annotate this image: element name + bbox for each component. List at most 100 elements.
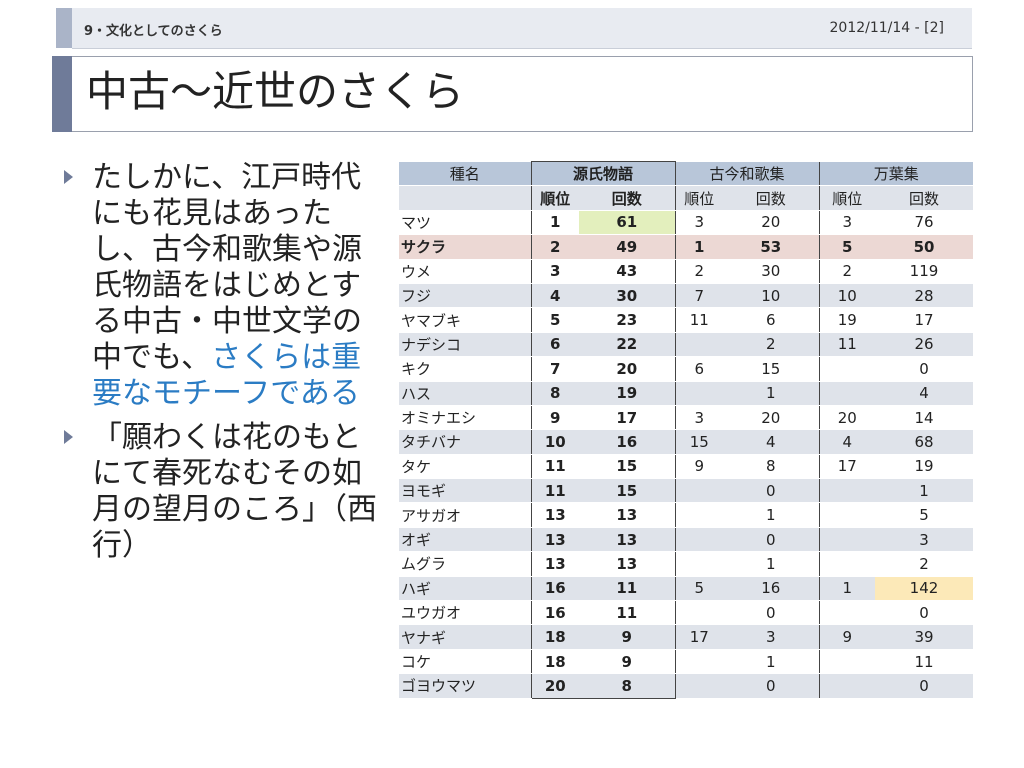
genji-rank: 16	[530, 600, 579, 626]
kokin-count: 0	[723, 527, 820, 553]
genji-count: 61	[579, 210, 676, 236]
manyo-count: 11	[875, 649, 973, 675]
manyo-rank: 2	[819, 259, 875, 284]
genji-rank: 11	[530, 478, 579, 504]
kokin-count: 53	[723, 234, 820, 260]
kokin-rank: 17	[675, 624, 723, 650]
genji-rank: 8	[530, 381, 579, 406]
manyo-rank: 17	[819, 454, 875, 480]
genji-rank: 4	[530, 283, 579, 309]
table-row: ウメ 3 43 2 30 2 119	[399, 259, 973, 284]
sub-header-rank: 順位	[530, 185, 579, 211]
kokin-rank: 3	[675, 210, 723, 236]
manyo-rank	[819, 502, 875, 528]
kokin-count: 0	[723, 600, 820, 626]
genji-count: 23	[579, 307, 676, 333]
kokin-count: 1	[723, 649, 820, 675]
genji-count: 19	[579, 381, 676, 406]
species-name: ナデシコ	[399, 332, 531, 358]
manyo-rank	[819, 551, 875, 577]
manyo-rank	[819, 381, 875, 406]
manyo-rank	[819, 600, 875, 626]
table-row: フジ 4 30 7 10 10 28	[399, 283, 973, 309]
manyo-count: 0	[875, 356, 973, 382]
kokin-rank	[675, 502, 723, 528]
slide-date: 2012/11/14 - [2]	[829, 20, 944, 36]
manyo-rank: 3	[819, 210, 875, 236]
genji-rank: 5	[530, 307, 579, 333]
group-header-manyo: 万葉集	[819, 161, 973, 187]
genji-rank: 3	[530, 259, 579, 284]
manyo-count: 68	[875, 429, 973, 455]
manyo-rank	[819, 478, 875, 504]
genji-count: 11	[579, 576, 676, 602]
sub-header-count: 回数	[723, 185, 820, 211]
kokin-count: 1	[723, 381, 820, 406]
manyo-count: 17	[875, 307, 973, 333]
bullet-arrow-icon	[64, 430, 73, 444]
table-row: ハギ 16 11 5 16 1 142	[399, 576, 973, 602]
kokin-count: 2	[723, 332, 820, 358]
species-name: フジ	[399, 283, 531, 309]
manyo-rank	[819, 649, 875, 675]
kokin-count: 20	[723, 210, 820, 236]
species-name: タチバナ	[399, 429, 531, 455]
header-bar	[72, 8, 972, 49]
kokin-count: 6	[723, 307, 820, 333]
manyo-rank: 5	[819, 234, 875, 260]
table-row: キク 7 20 6 15 0	[399, 356, 973, 382]
kokin-rank: 9	[675, 454, 723, 480]
genji-count: 20	[579, 356, 676, 382]
sub-header-rank: 順位	[819, 185, 875, 211]
table-row: オギ 13 13 0 3	[399, 527, 973, 553]
table-row: ヤマブキ 5 23 11 6 19 17	[399, 307, 973, 333]
genji-rank: 10	[530, 429, 579, 455]
species-name: マツ	[399, 210, 531, 236]
bullet-arrow-icon	[64, 170, 73, 184]
bullet-list: たしかに、江戸時代にも花見はあったし、古今和歌集や源氏物語をはじめとする中古・中…	[60, 160, 380, 572]
genji-rank: 18	[530, 624, 579, 650]
genji-rank: 9	[530, 405, 579, 431]
genji-count: 13	[579, 527, 676, 553]
table-row: ナデシコ 6 22 2 11 26	[399, 332, 973, 358]
genji-count: 11	[579, 600, 676, 626]
slide-title: 中古～近世のさくら	[86, 67, 465, 116]
species-name: キク	[399, 356, 531, 382]
table-row: マツ 1 61 3 20 3 76	[399, 210, 973, 236]
section-label: 9・文化としてのさくら	[84, 24, 223, 39]
table-row: ヤナギ 18 9 17 3 9 39	[399, 624, 973, 650]
kokin-count: 1	[723, 551, 820, 577]
kokin-rank: 11	[675, 307, 723, 333]
species-name: ヨモギ	[399, 478, 531, 504]
genji-count: 13	[579, 551, 676, 577]
genji-count: 8	[579, 673, 676, 699]
table-group-header: 種名 源氏物語 古今和歌集 万葉集	[399, 160, 973, 187]
kokin-count: 8	[723, 454, 820, 480]
species-name: ヤナギ	[399, 624, 531, 650]
manyo-rank: 19	[819, 307, 875, 333]
genji-count: 13	[579, 502, 676, 528]
genji-rank: 11	[530, 454, 579, 480]
table-row: サクラ 2 49 1 53 5 50	[399, 234, 973, 260]
kokin-rank: 6	[675, 356, 723, 382]
species-name: サクラ	[399, 234, 531, 260]
manyo-count: 142	[875, 576, 973, 602]
manyo-rank: 1	[819, 576, 875, 602]
kokin-rank: 1	[675, 234, 723, 260]
genji-count: 16	[579, 429, 676, 455]
manyo-count: 2	[875, 551, 973, 577]
species-name: タケ	[399, 454, 531, 480]
table-row: ヨモギ 11 15 0 1	[399, 478, 973, 504]
species-name: ゴヨウマツ	[399, 673, 531, 699]
bullet-item: たしかに、江戸時代にも花見はあったし、古今和歌集や源氏物語をはじめとする中古・中…	[60, 160, 380, 412]
manyo-count: 119	[875, 259, 973, 284]
sub-header-count: 回数	[875, 185, 973, 211]
table-row: コケ 18 9 1 11	[399, 649, 973, 675]
species-name: アサガオ	[399, 502, 531, 528]
kokin-count: 20	[723, 405, 820, 431]
manyo-count: 0	[875, 600, 973, 626]
genji-rank: 13	[530, 551, 579, 577]
genji-rank: 2	[530, 234, 579, 260]
kokin-rank	[675, 600, 723, 626]
group-header-kokin: 古今和歌集	[675, 161, 820, 187]
